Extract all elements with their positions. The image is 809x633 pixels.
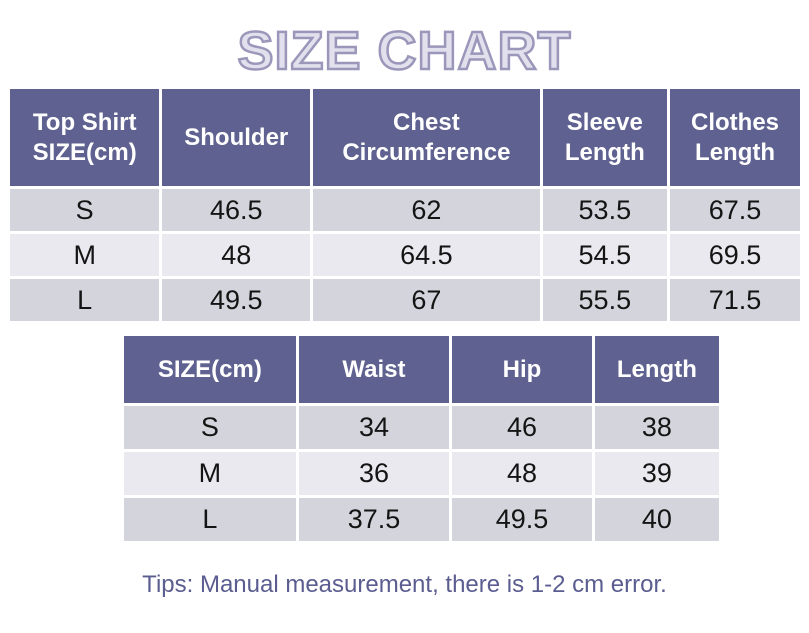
size-label-cell: S bbox=[124, 406, 296, 449]
value-cell: 48 bbox=[452, 452, 592, 495]
top-table-header-sleeve-length: Sleeve Length bbox=[542, 89, 668, 186]
top-table-row-s: S 46.5 62 53.5 67.5 bbox=[10, 189, 800, 231]
value-cell: 71.5 bbox=[670, 279, 800, 321]
bottom-table-row-s: S 34 46 38 bbox=[124, 406, 719, 449]
value-cell: 55.5 bbox=[542, 279, 668, 321]
value-cell: 38 bbox=[594, 406, 719, 449]
measurement-tips-note: Tips: Manual measurement, there is 1-2 c… bbox=[142, 571, 667, 598]
size-label-cell: M bbox=[10, 234, 160, 276]
value-cell: 46 bbox=[452, 406, 592, 449]
bottom-table-row-l: L 37.5 49.5 40 bbox=[124, 498, 719, 541]
value-cell: 64.5 bbox=[313, 234, 540, 276]
bottom-table-header-length: Length bbox=[594, 336, 719, 403]
bottom-table-header-row: SIZE(cm) Waist Hip Length bbox=[124, 336, 719, 403]
bottom-table-header-size: SIZE(cm) bbox=[124, 336, 296, 403]
value-cell: 49.5 bbox=[452, 498, 592, 541]
value-cell: 40 bbox=[594, 498, 719, 541]
value-cell: 36 bbox=[298, 452, 450, 495]
value-cell: 53.5 bbox=[542, 189, 668, 231]
bottom-size-table: SIZE(cm) Waist Hip Length S 34 46 38 M 3… bbox=[121, 333, 722, 544]
value-cell: 67 bbox=[313, 279, 540, 321]
top-table-row-m: M 48 64.5 54.5 69.5 bbox=[10, 234, 800, 276]
value-cell: 62 bbox=[313, 189, 540, 231]
value-cell: 34 bbox=[298, 406, 450, 449]
size-label-cell: M bbox=[124, 452, 296, 495]
value-cell: 67.5 bbox=[670, 189, 800, 231]
value-cell: 39 bbox=[594, 452, 719, 495]
size-label-cell: L bbox=[10, 279, 160, 321]
page-title: SIZE CHART bbox=[236, 20, 572, 83]
top-table-header-shoulder: Shoulder bbox=[162, 89, 311, 186]
top-table-header-size: Top Shirt SIZE(cm) bbox=[10, 89, 160, 186]
bottom-table-header-hip: Hip bbox=[452, 336, 592, 403]
top-table-row-l: L 49.5 67 55.5 71.5 bbox=[10, 279, 800, 321]
value-cell: 54.5 bbox=[542, 234, 668, 276]
size-label-cell: L bbox=[124, 498, 296, 541]
value-cell: 48 bbox=[162, 234, 311, 276]
bottom-table-row-m: M 36 48 39 bbox=[124, 452, 719, 495]
size-label-cell: S bbox=[10, 189, 160, 231]
top-table-header-chest-circumference: Chest Circumference bbox=[313, 89, 540, 186]
top-shirt-size-table: Top Shirt SIZE(cm) Shoulder Chest Circum… bbox=[7, 86, 803, 324]
value-cell: 69.5 bbox=[670, 234, 800, 276]
value-cell: 37.5 bbox=[298, 498, 450, 541]
top-table-header-clothes-length: Clothes Length bbox=[670, 89, 800, 186]
top-table-header-row: Top Shirt SIZE(cm) Shoulder Chest Circum… bbox=[10, 89, 800, 186]
value-cell: 49.5 bbox=[162, 279, 311, 321]
bottom-table-header-waist: Waist bbox=[298, 336, 450, 403]
value-cell: 46.5 bbox=[162, 189, 311, 231]
